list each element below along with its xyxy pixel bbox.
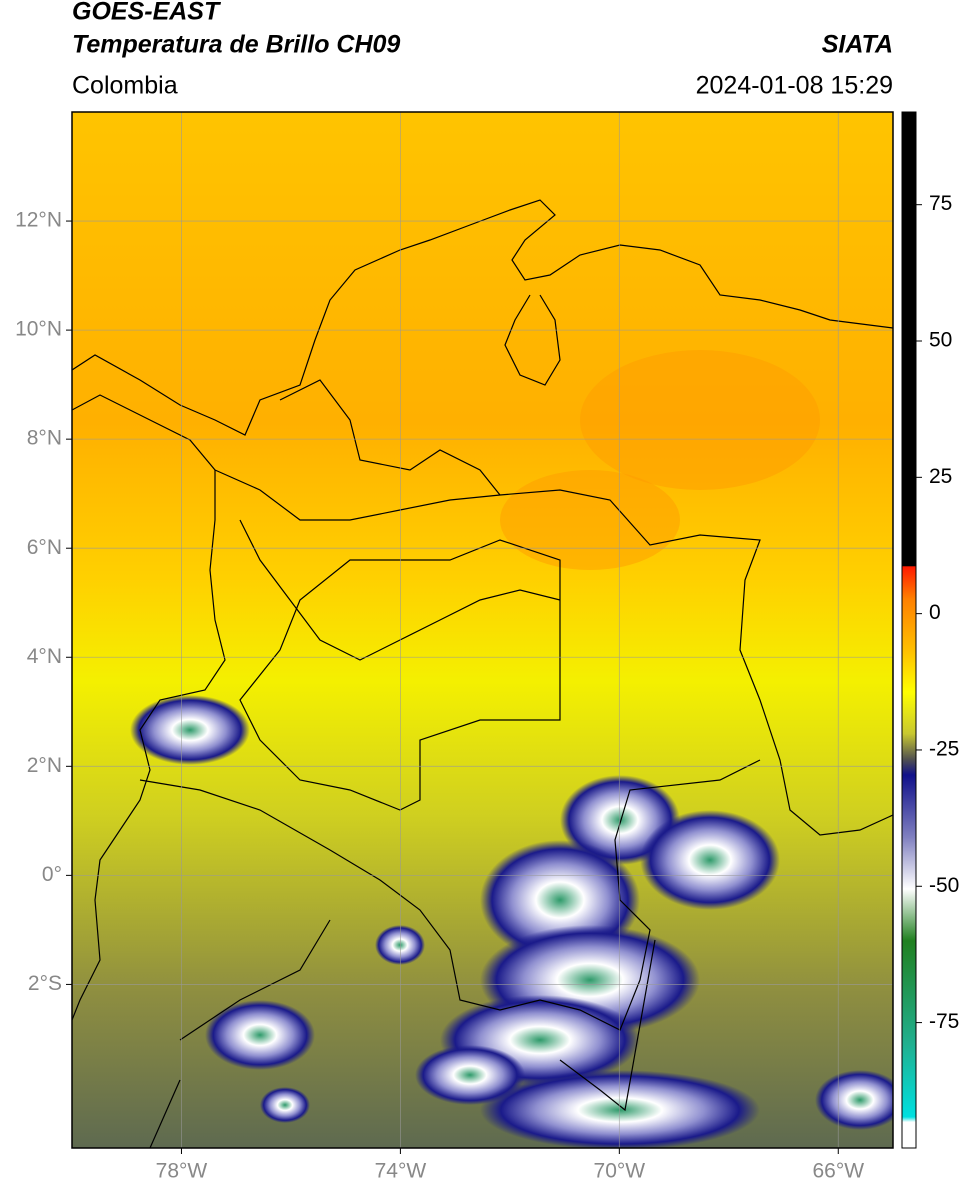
title: GOES-EAST [72, 0, 222, 26]
title: Temperatura de Brillo CH09 [72, 31, 400, 59]
colorbar-tick-label: -75 [929, 1010, 959, 1033]
map-image [72, 112, 893, 1148]
ticks: 78°W 74°W 70°W 66°W 12°N 10°N 8°N 6°N 4°N 2°N 0° 2°… [15, 192, 959, 1182]
x-tick-label: 66°W [812, 1160, 864, 1183]
x-tick-label: 74°W [375, 1160, 427, 1183]
colorbar [901, 111, 917, 1149]
colorbar-tick-label: 25 [929, 465, 952, 488]
x-tick-label: 70°W [594, 1160, 646, 1183]
y-tick-label: 12°N [15, 209, 62, 232]
y-tick-label: 8°N [27, 427, 62, 450]
y-tick-label: 10°N [15, 318, 62, 341]
y-tick-label: 6°N [27, 536, 62, 559]
source: SIATA [822, 31, 893, 59]
colorbar-tick-label: 50 [929, 329, 952, 352]
grid [72, 112, 893, 1148]
colorbar-tick-label: 75 [929, 192, 952, 215]
x-tick-label: 78°W [156, 1160, 208, 1183]
y-tick-label: 4°N [27, 645, 62, 668]
y-tick-label: 2°S [28, 972, 62, 995]
y-tick-label: 2°N [27, 754, 62, 777]
colorbar-tick-label: 0 [929, 601, 941, 624]
timestamp: 2024-01-08 15:29 [696, 72, 893, 100]
y-tick-label: 0° [42, 863, 62, 886]
colorbar-tick-label: -50 [929, 874, 959, 897]
map-frame [71, 111, 894, 1149]
region: Colombia [72, 72, 178, 100]
colorbar-tick-label: -25 [929, 738, 959, 761]
